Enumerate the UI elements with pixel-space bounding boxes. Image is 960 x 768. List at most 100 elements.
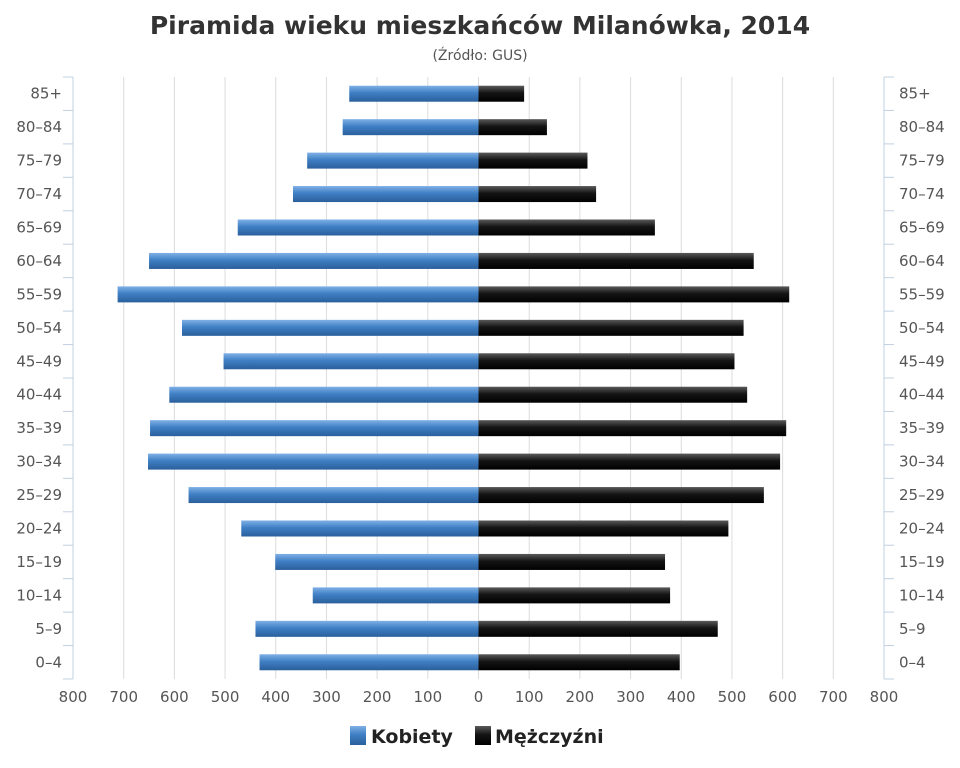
bar-female: [149, 252, 479, 269]
x-tick-label: 400: [667, 688, 696, 706]
bar-female: [349, 85, 479, 102]
category-label-left: 80–84: [16, 118, 62, 136]
bar-male: [478, 353, 735, 370]
category-label-right: 20–24: [899, 520, 945, 538]
bar-male: [478, 286, 790, 303]
bar-female: [342, 119, 479, 136]
x-tick-label: 400: [261, 688, 290, 706]
bar-female: [117, 286, 479, 303]
bar-male: [478, 453, 781, 470]
chart-title: Piramida wieku mieszkańców Milanówka, 20…: [150, 11, 810, 40]
category-label-right: 65–69: [899, 219, 945, 237]
category-label-right: 30–34: [899, 453, 945, 471]
x-tick-label: 300: [616, 688, 645, 706]
category-label-left: 65–69: [16, 219, 62, 237]
bar-female: [255, 620, 479, 637]
category-label-left: 30–34: [16, 453, 62, 471]
category-label-right: 55–59: [899, 285, 945, 303]
bar-female: [292, 186, 479, 203]
x-tick-label: 100: [413, 688, 442, 706]
category-label-right: 45–49: [899, 352, 945, 370]
bar-male: [478, 587, 671, 604]
category-label-left: 60–64: [16, 252, 62, 270]
legend-swatch-male: [475, 726, 491, 745]
x-tick-label: 700: [819, 688, 848, 706]
x-tick-label: 200: [566, 688, 595, 706]
category-label-left: 45–49: [16, 352, 62, 370]
bar-male: [478, 219, 655, 236]
chart-subtitle: (Źródło: GUS): [432, 46, 527, 64]
bar-female: [275, 553, 479, 570]
bar-male: [478, 186, 597, 203]
bar-male: [478, 520, 729, 537]
category-label-left: 25–29: [16, 486, 62, 504]
category-label-left: 35–39: [16, 419, 62, 437]
category-label-right: 10–14: [899, 586, 945, 604]
category-label-left: 20–24: [16, 520, 62, 538]
bar-male: [478, 487, 764, 504]
x-tick-label: 500: [718, 688, 747, 706]
bar-male: [478, 620, 718, 637]
x-tick-label: 600: [160, 688, 189, 706]
bar-female: [237, 219, 479, 236]
legend-swatch-female: [350, 726, 366, 745]
bar-male: [478, 152, 588, 169]
legend-label-male: Mężczyźni: [495, 726, 604, 748]
bar-female: [241, 520, 479, 537]
bar-female: [259, 654, 479, 671]
x-tick-label: 800: [59, 688, 88, 706]
bar-female: [169, 386, 479, 403]
bar-female: [312, 587, 479, 604]
x-tick-label: 100: [515, 688, 544, 706]
category-label-right: 25–29: [899, 486, 945, 504]
x-tick-label: 200: [363, 688, 392, 706]
x-tick-label: 600: [768, 688, 797, 706]
x-tick-label: 800: [870, 688, 899, 706]
bar-male: [478, 654, 680, 671]
bar-female: [148, 453, 479, 470]
category-label-right: 0–4: [899, 653, 926, 671]
category-label-left: 0–4: [35, 653, 62, 671]
category-label-left: 15–19: [16, 553, 62, 571]
category-label-right: 40–44: [899, 386, 945, 404]
legend-label-female: Kobiety: [371, 726, 454, 748]
category-label-right: 85+: [899, 85, 931, 103]
category-label-left: 70–74: [16, 185, 62, 203]
category-label-right: 80–84: [899, 118, 945, 136]
x-tick-label: 0: [474, 688, 484, 706]
category-label-left: 85+: [30, 85, 62, 103]
legend: Kobiety Mężczyźni: [350, 726, 604, 748]
grid-lines: [123, 77, 834, 679]
bar-female: [188, 487, 479, 504]
bar-male: [478, 85, 525, 102]
category-label-right: 60–64: [899, 252, 945, 270]
category-label-left: 5–9: [35, 620, 62, 638]
bars: [117, 85, 790, 671]
bar-male: [478, 252, 754, 269]
category-label-left: 75–79: [16, 152, 62, 170]
category-label-left: 50–54: [16, 319, 62, 337]
bar-female: [223, 353, 479, 370]
x-tick-label: 700: [109, 688, 138, 706]
category-label-right: 75–79: [899, 152, 945, 170]
x-tick-label: 300: [312, 688, 341, 706]
bar-male: [478, 386, 748, 403]
category-label-right: 5–9: [899, 620, 926, 638]
category-label-right: 70–74: [899, 185, 945, 203]
bar-male: [478, 553, 666, 570]
bar-female: [150, 420, 479, 437]
category-label-right: 50–54: [899, 319, 945, 337]
bar-male: [478, 420, 787, 437]
bar-male: [478, 119, 547, 136]
axes: 800 700 600 500 400 300 200 100 0 100 200 300 400 500…: [16, 76, 945, 706]
bar-male: [478, 319, 744, 336]
category-label-left: 10–14: [16, 586, 62, 604]
bar-female: [307, 152, 479, 169]
bar-female: [181, 319, 479, 336]
category-label-right: 35–39: [899, 419, 945, 437]
category-label-right: 15–19: [899, 553, 945, 571]
x-tick-label: 500: [211, 688, 240, 706]
category-label-left: 55–59: [16, 285, 62, 303]
